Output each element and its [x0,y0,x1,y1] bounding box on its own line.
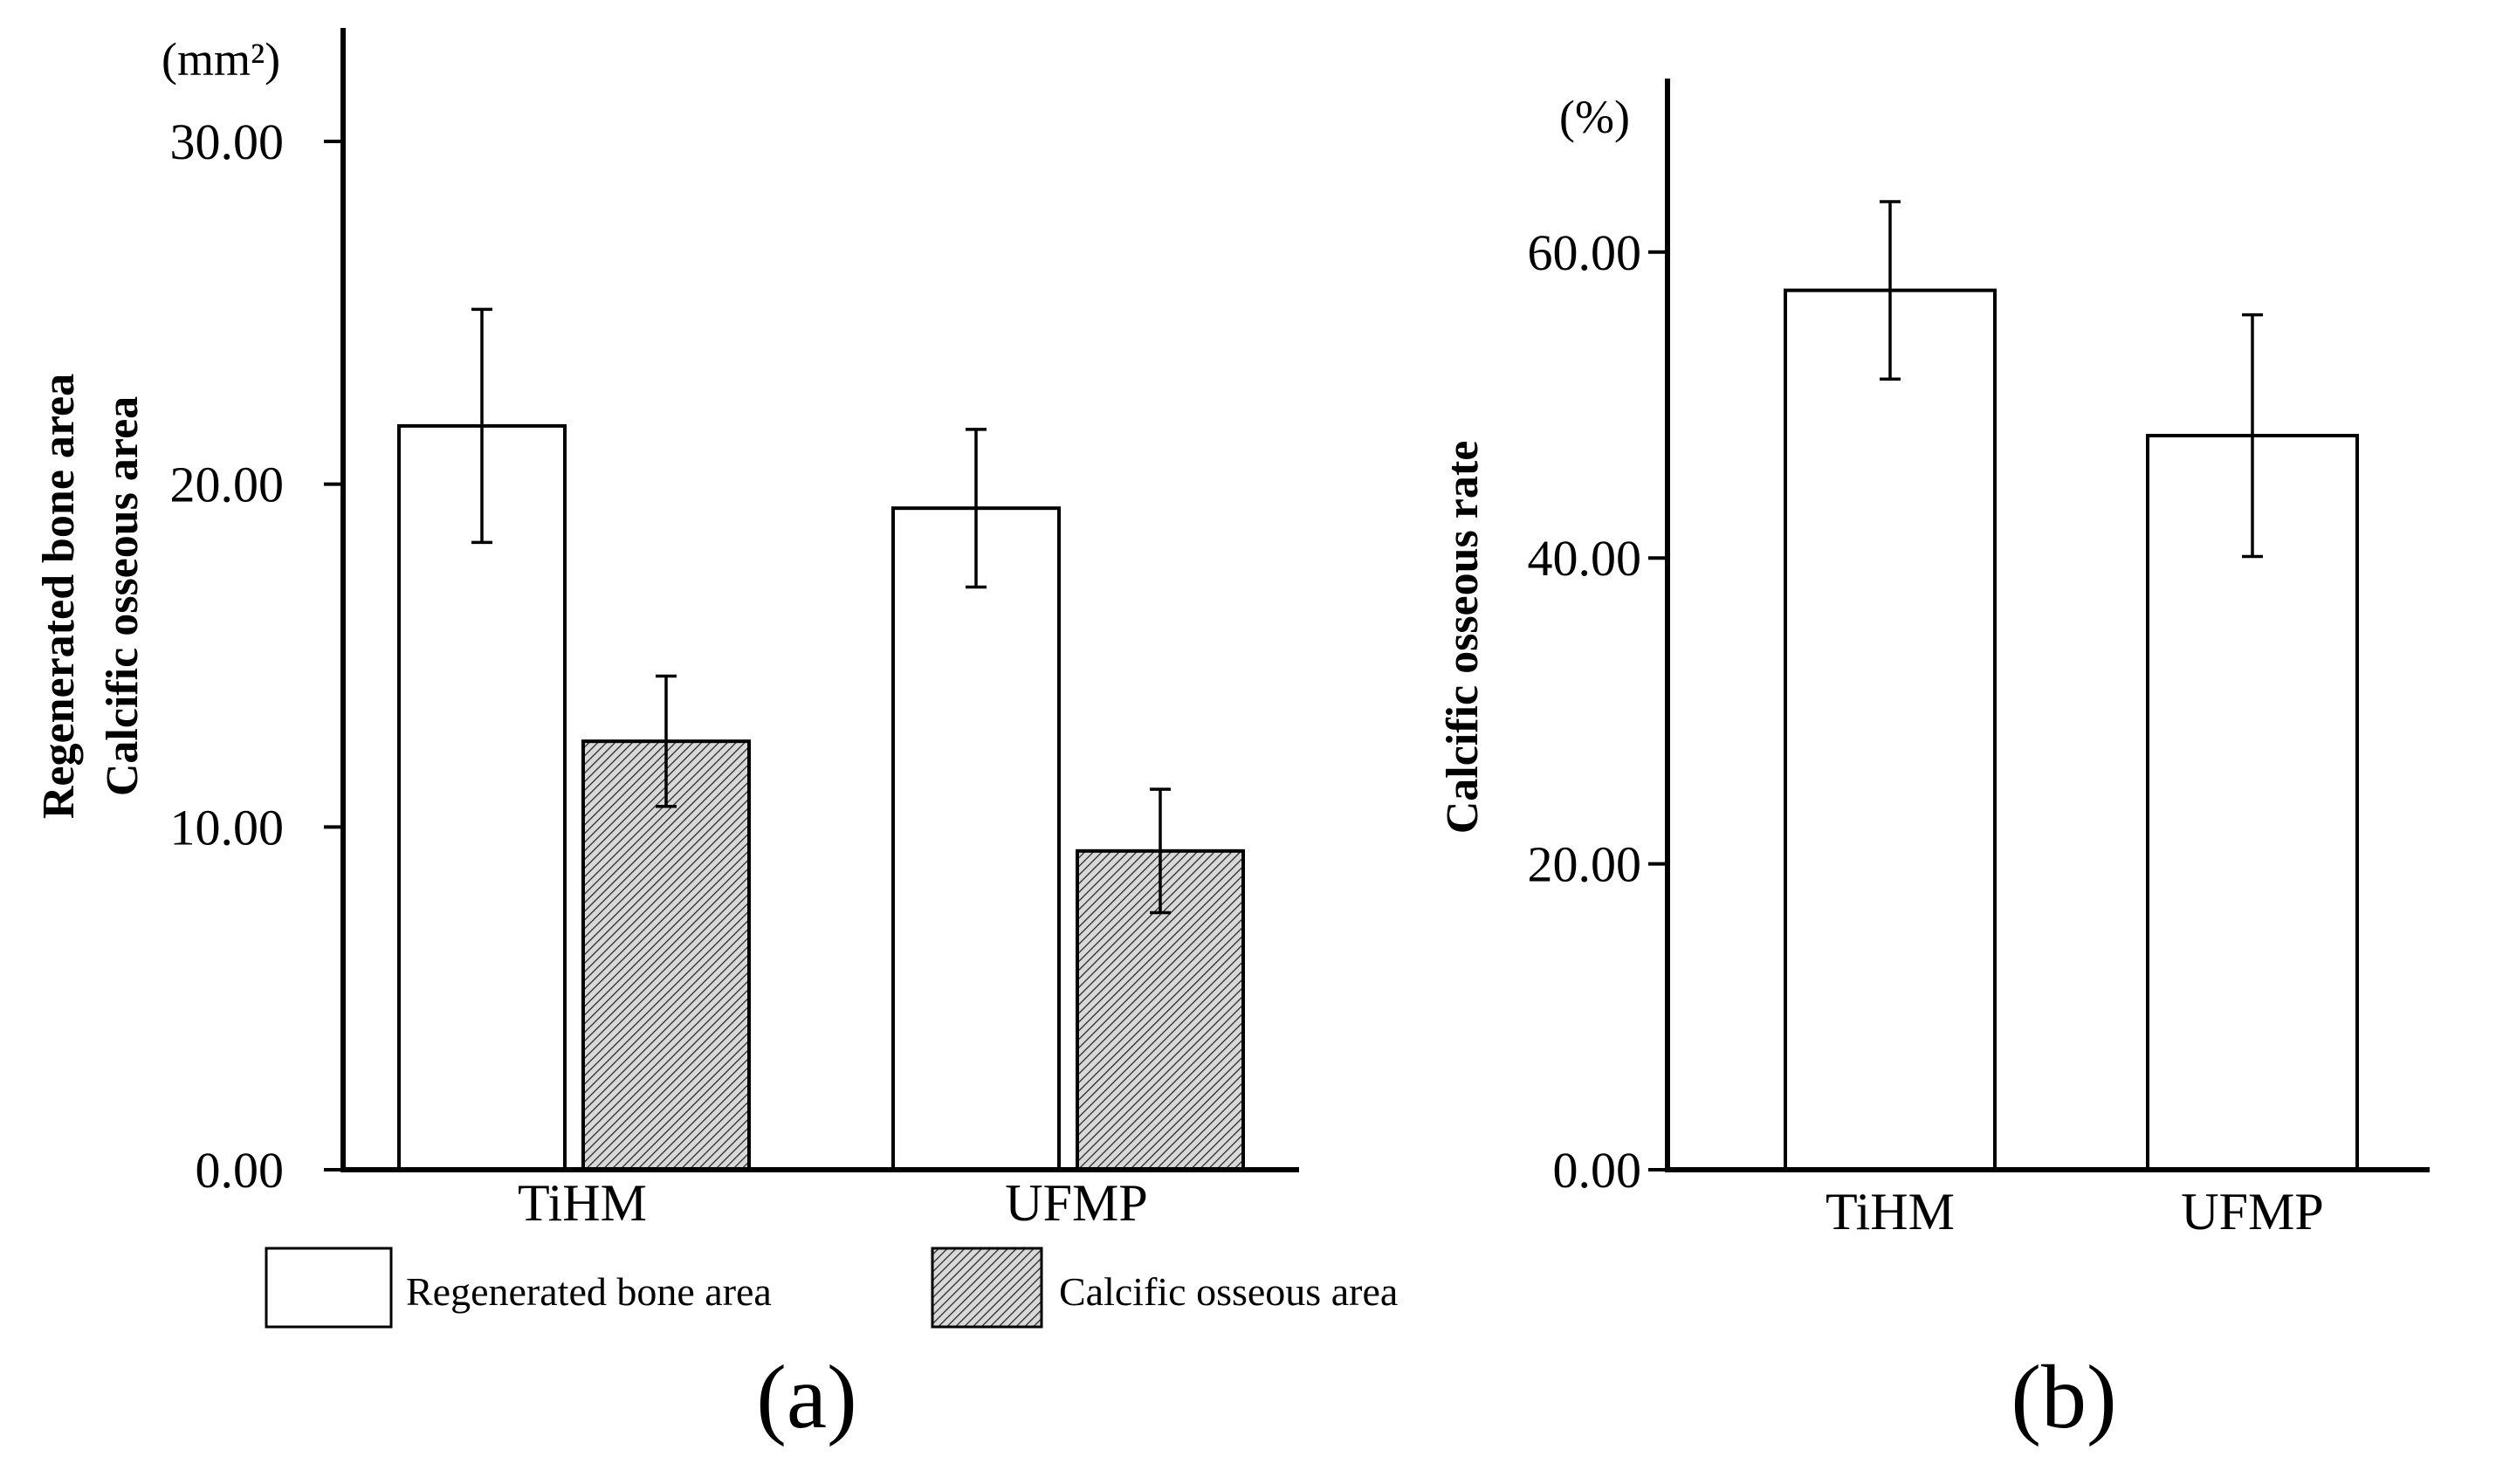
panel-a-unit-label: (mm²) [162,33,280,86]
panel-b-ytick-label: 60.00 [1528,224,1642,281]
panel-a-ytick-label: 20.00 [170,457,285,513]
panel-b-ylabel: Calcific osseous rate [1438,441,1488,835]
legend: Regenerated bone area Calcific osseous a… [265,1247,1398,1329]
legend-swatch-calcific [931,1247,1043,1329]
bar-calcific-osseous-rate-tihm [1784,288,1997,1172]
bar-regenerated-bone-area-tihm [397,423,567,1171]
legend-label-regenerated: Regenerated bone area [406,1269,772,1314]
legend-label-calcific: Calcific osseous area [1059,1269,1398,1314]
panel-a-ytick-label: 10.00 [170,799,285,855]
panel-a-ytick-label: 30.00 [170,113,285,170]
panel-b-ytick-label: 40.00 [1528,530,1642,587]
panel-a-ytick-label: 0.00 [196,1142,285,1199]
panel-b-category-label: UFMP [2181,1183,2323,1240]
panel-a-ylabel-line-2: Calcific osseous area [98,396,148,796]
bar-regenerated-bone-area-ufmp [891,506,1061,1171]
panel-a-category-label: UFMP [1005,1174,1147,1232]
panel-b-unit-label: (%) [1559,91,1630,143]
legend-swatch-regenerated [265,1247,393,1329]
panel-b-chart: (%) Calcific osseous rate 0.00 20.00 40.00… [1438,79,2430,1447]
panel-b-label: (b) [2011,1347,2116,1447]
panel-a-chart: (mm²) Regenerated bone area Calcific oss… [34,28,1398,1447]
panel-b-ytick-label: 0.00 [1553,1142,1642,1199]
panel-a-category-label: TiHM [518,1174,647,1232]
panel-a-label: (a) [756,1347,856,1447]
panel-b-ytick-label: 20.00 [1528,836,1642,893]
panel-a-ylabel-line-1: Regenerated bone area [34,374,84,819]
panel-b-category-label: TiHM [1826,1183,1955,1240]
